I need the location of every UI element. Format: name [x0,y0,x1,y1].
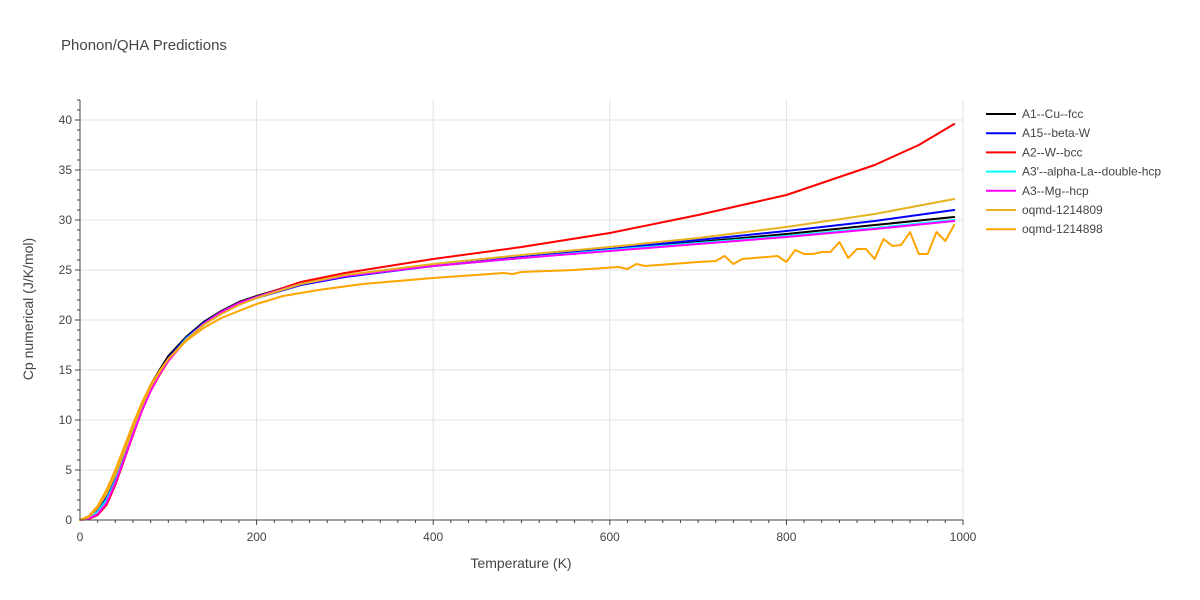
x-tick-label: 1000 [950,530,977,544]
y-tick-label: 0 [65,513,72,527]
y-tick-label: 30 [59,213,73,227]
y-tick-label: 5 [65,463,72,477]
legend-label: A3--Mg--hcp [1022,184,1089,198]
gridlines [80,100,964,520]
x-tick-label: 400 [423,530,443,544]
series-lines [79,123,956,521]
y-tick-label: 15 [59,363,73,377]
y-axis-ticks: 0 5 10 15 20 25 30 35 40 [59,113,73,527]
series-line [79,123,956,521]
x-axis-title: Temperature (K) [470,555,571,571]
legend-label: A15--beta-W [1022,126,1091,140]
y-tick-label: 20 [59,313,73,327]
y-axis-title: Cp numerical (J/K/mol) [20,238,36,380]
y-tick-label: 35 [59,163,73,177]
legend-label: A2--W--bcc [1022,145,1082,159]
x-tick-label: 800 [776,530,796,544]
legend-label: A1--Cu--fcc [1022,107,1083,121]
legend-label: oqmd-1214809 [1022,203,1103,217]
x-axis-ticks: 0 200 400 600 800 1000 [77,530,977,544]
legend-label: A3'--alpha-La--double-hcp [1022,165,1161,179]
y-tick-label: 25 [59,263,73,277]
x-tick-label: 0 [77,530,84,544]
legend: A1--Cu--fcc A15--beta-W A2--W--bcc A3'--alp… [986,107,1161,236]
x-tick-label: 600 [600,530,620,544]
axes [75,99,964,525]
series-line [79,198,956,521]
y-tick-label: 10 [59,413,73,427]
series-line [79,224,956,521]
series-line [79,216,956,521]
series-line [79,209,956,521]
x-tick-label: 200 [247,530,267,544]
chart-title: Phonon/QHA Predictions [61,37,227,54]
legend-label: oqmd-1214898 [1022,222,1103,236]
y-tick-label: 40 [59,113,73,127]
